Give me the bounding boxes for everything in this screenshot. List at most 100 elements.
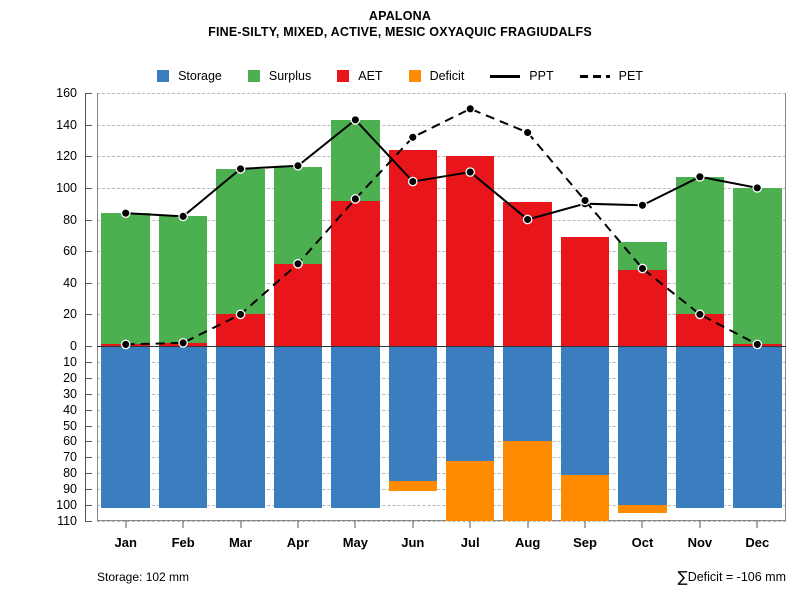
y-tick-label-up-40: 40 <box>63 275 77 290</box>
y-tick-label-dn-10: 10 <box>63 354 77 369</box>
bar-storage-jan <box>101 346 150 509</box>
chart-title: APALONA <box>368 9 432 23</box>
bar-storage-jun <box>388 346 438 482</box>
x-tick-label-may: May <box>342 535 369 550</box>
bar-storage-aug <box>503 346 552 442</box>
bar-storage-nov <box>675 346 725 509</box>
square-swatch-icon <box>247 70 260 82</box>
x-tick-dec <box>756 521 758 528</box>
gridline-upper-160 <box>97 93 786 94</box>
gridline-upper-60 <box>97 251 786 253</box>
y-tick-label-up-100: 100 <box>56 180 77 195</box>
deficit-sum-note: ∑Deficit = -106 mm <box>678 568 786 586</box>
bar-surplus-jan <box>101 213 150 345</box>
bar-deficit-oct <box>618 505 667 514</box>
gridline-lower-10 <box>97 361 786 363</box>
pet-point-aug <box>522 127 533 138</box>
x-tick-jul <box>469 521 471 528</box>
x-tick-label-jul: Jul <box>460 535 480 550</box>
x-tick-feb <box>182 521 184 528</box>
legend-item-storage[interactable]: Storage <box>157 69 222 83</box>
square-swatch-icon <box>337 70 350 82</box>
gridline-upper-40 <box>97 282 786 284</box>
legend-label: PPT <box>529 69 554 83</box>
ppt-point-may <box>350 115 361 125</box>
pet-point-nov <box>695 309 705 320</box>
legend-label: Deficit <box>429 69 465 83</box>
y-tick-label-dn-100: 100 <box>56 498 77 513</box>
ppt-line <box>125 118 758 221</box>
x-tick-oct <box>641 521 643 528</box>
x-tick-label-apr: Apr <box>286 535 310 550</box>
plot-area <box>97 93 786 522</box>
y-tick-up-120 <box>85 156 92 158</box>
y-tick-label-up-120: 120 <box>56 149 77 164</box>
bar-storage-may <box>331 346 380 509</box>
y-tick-label-dn-80: 80 <box>63 466 77 481</box>
x-tick-label-oct: Oct <box>631 535 654 550</box>
ppt-point-aug <box>522 214 533 225</box>
x-tick-label-nov: Nov <box>687 535 713 550</box>
x-tick-jun <box>412 521 414 528</box>
x-axis: Jan Feb Mar Apr May Jun Jul Aug Sep Oct Nov Dec <box>97 521 786 561</box>
chart-legend: Storage Surplus AET Deficit PPT PET <box>0 66 800 86</box>
pet-point-jun <box>407 132 418 143</box>
y-tick-label-dn-70: 70 <box>63 450 77 465</box>
ppt-point-oct <box>637 200 648 211</box>
y-tick-label-up-140: 140 <box>56 117 77 132</box>
square-swatch-icon <box>157 70 170 82</box>
y-tick-dn-20 <box>85 377 92 379</box>
bar-deficit-jul <box>445 460 495 521</box>
y-tick-up-60 <box>85 251 92 253</box>
bar-aet-apr <box>273 263 323 346</box>
legend-label: PET <box>618 69 643 83</box>
y-tick-label-up-160: 160 <box>56 86 77 100</box>
square-swatch-icon <box>408 70 421 82</box>
bar-storage-dec <box>733 346 782 509</box>
y-tick-label-dn-30: 30 <box>63 386 77 401</box>
x-tick-label-mar: Mar <box>228 535 253 550</box>
bar-storage-jul <box>445 346 495 461</box>
bar-surplus-dec <box>733 187 782 345</box>
pet-point-apr <box>293 258 303 269</box>
gridline-lower-40 <box>97 409 786 411</box>
y-tick-dn-70 <box>85 457 92 459</box>
y-tick-up-140 <box>85 124 92 126</box>
bar-aet-mar <box>216 314 265 346</box>
y-tick-label-dn-40: 40 <box>63 402 77 417</box>
bar-aet-oct <box>618 270 667 346</box>
ppt-point-jun <box>407 176 418 187</box>
gridline-upper-120 <box>97 156 786 158</box>
legend-item-deficit[interactable]: Deficit <box>408 69 465 83</box>
bar-storage-oct <box>618 346 667 506</box>
y-tick-up-100 <box>85 187 92 189</box>
x-tick-apr <box>297 521 299 528</box>
ppt-point-dec <box>752 183 763 193</box>
storage-note: Storage: 102 mm <box>97 570 190 584</box>
gridline-upper-80 <box>97 219 786 221</box>
bar-aet-may <box>331 200 380 346</box>
legend-item-aet[interactable]: AET <box>337 69 383 83</box>
y-tick-label-dn-60: 60 <box>63 434 77 449</box>
y-tick-dn-60 <box>85 441 92 443</box>
legend-item-ppt[interactable]: PPT <box>490 69 554 83</box>
bar-storage-feb <box>158 346 208 509</box>
x-tick-label-sep: Sep <box>573 535 597 550</box>
pet-point-feb <box>178 337 188 348</box>
x-tick-may <box>354 521 356 528</box>
legend-item-pet[interactable]: PET <box>579 69 643 83</box>
series-pet <box>120 103 763 350</box>
ppt-point-apr <box>293 160 303 171</box>
gridline-lower-30 <box>97 393 786 395</box>
gridline-lower-90 <box>97 489 786 491</box>
y-tick-label-up-0: 0 <box>70 339 77 353</box>
y-tick-dn-100 <box>85 505 92 507</box>
gridline-lower-80 <box>97 473 786 475</box>
chart-subtitle: FINE-SILTY, MIXED, ACTIVE, MESIC OXYAQUI… <box>208 25 592 39</box>
y-tick-dn-110 <box>85 521 92 522</box>
y-tick-up-20 <box>85 314 92 316</box>
series-ppt <box>120 115 763 225</box>
legend-item-surplus[interactable]: Surplus <box>247 69 311 83</box>
ppt-point-feb <box>178 211 188 222</box>
gridline-lower-50 <box>97 425 786 427</box>
